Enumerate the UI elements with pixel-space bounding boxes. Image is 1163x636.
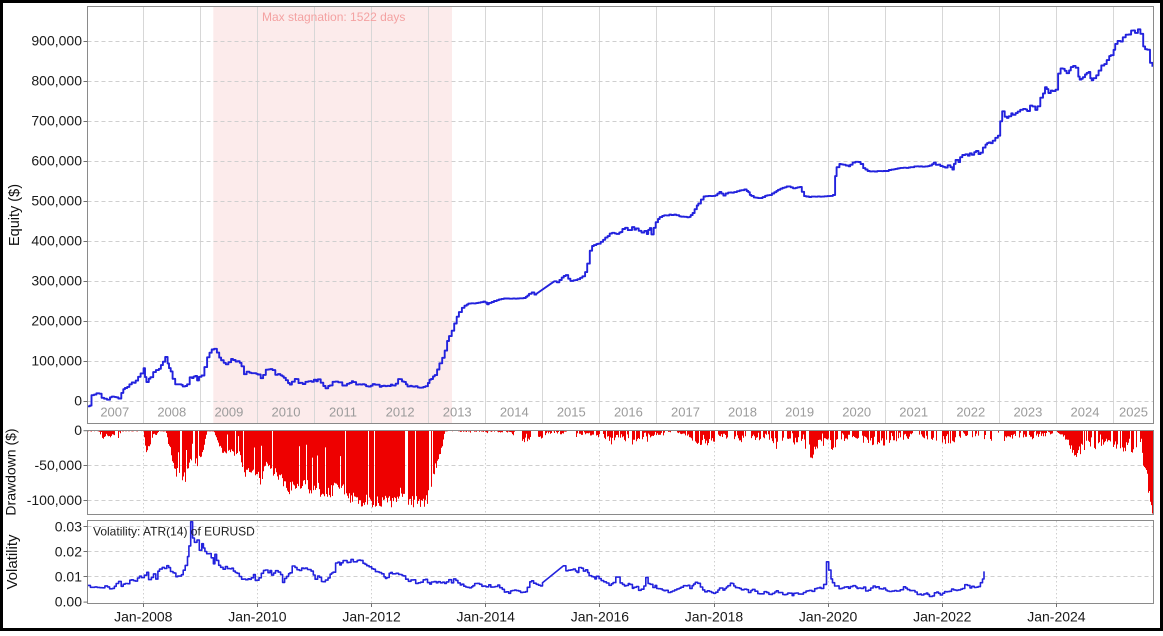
svg-text:2021: 2021 <box>899 405 928 420</box>
svg-text:2009: 2009 <box>214 405 243 420</box>
svg-text:Jan-2012: Jan-2012 <box>342 609 401 625</box>
svg-text:Drawdown ($): Drawdown ($) <box>3 428 19 515</box>
svg-text:0.03: 0.03 <box>55 518 82 534</box>
svg-text:300,000: 300,000 <box>31 273 82 289</box>
svg-text:Volatility: Volatility <box>4 534 21 590</box>
svg-text:2025: 2025 <box>1119 405 1148 420</box>
svg-text:2016: 2016 <box>614 405 643 420</box>
svg-text:Jan-2022: Jan-2022 <box>913 609 972 625</box>
svg-text:Jan-2014: Jan-2014 <box>457 609 516 625</box>
svg-text:2018: 2018 <box>728 405 757 420</box>
svg-text:700,000: 700,000 <box>31 113 82 129</box>
svg-text:200,000: 200,000 <box>31 313 82 329</box>
svg-text:2022: 2022 <box>956 405 985 420</box>
svg-text:0: 0 <box>74 422 82 438</box>
svg-text:2024: 2024 <box>1071 405 1100 420</box>
svg-text:800,000: 800,000 <box>31 73 82 89</box>
svg-text:0: 0 <box>74 393 82 409</box>
svg-text:Jan-2020: Jan-2020 <box>799 609 858 625</box>
svg-text:0.00: 0.00 <box>55 594 82 610</box>
svg-text:Jan-2010: Jan-2010 <box>228 609 287 625</box>
svg-text:Max stagnation: 1522 days: Max stagnation: 1522 days <box>262 10 405 24</box>
svg-text:2019: 2019 <box>785 405 814 420</box>
svg-text:Equity ($): Equity ($) <box>7 184 23 246</box>
svg-text:2007: 2007 <box>100 405 129 420</box>
svg-text:2010: 2010 <box>272 405 301 420</box>
svg-text:-100,000: -100,000 <box>27 492 82 508</box>
svg-text:900,000: 900,000 <box>31 33 82 49</box>
svg-text:500,000: 500,000 <box>31 193 82 209</box>
svg-text:2015: 2015 <box>557 405 586 420</box>
svg-text:400,000: 400,000 <box>31 233 82 249</box>
svg-text:2020: 2020 <box>842 405 871 420</box>
svg-text:Volatility: ATR(14) of EURUSD: Volatility: ATR(14) of EURUSD <box>93 525 255 539</box>
svg-text:-50,000: -50,000 <box>35 457 83 473</box>
svg-text:100,000: 100,000 <box>31 353 82 369</box>
svg-text:2014: 2014 <box>500 405 529 420</box>
svg-text:600,000: 600,000 <box>31 153 82 169</box>
svg-text:Jan-2016: Jan-2016 <box>571 609 630 625</box>
svg-text:Jan-2008: Jan-2008 <box>114 609 173 625</box>
svg-text:Jan-2024: Jan-2024 <box>1027 609 1086 625</box>
svg-text:2012: 2012 <box>386 405 415 420</box>
svg-text:0.02: 0.02 <box>55 543 82 559</box>
svg-text:2013: 2013 <box>443 405 472 420</box>
svg-text:Jan-2018: Jan-2018 <box>685 609 744 625</box>
svg-text:2023: 2023 <box>1013 405 1042 420</box>
svg-text:2011: 2011 <box>329 405 357 420</box>
svg-text:2017: 2017 <box>671 405 700 420</box>
svg-text:2008: 2008 <box>157 405 186 420</box>
svg-text:0.01: 0.01 <box>55 569 82 585</box>
